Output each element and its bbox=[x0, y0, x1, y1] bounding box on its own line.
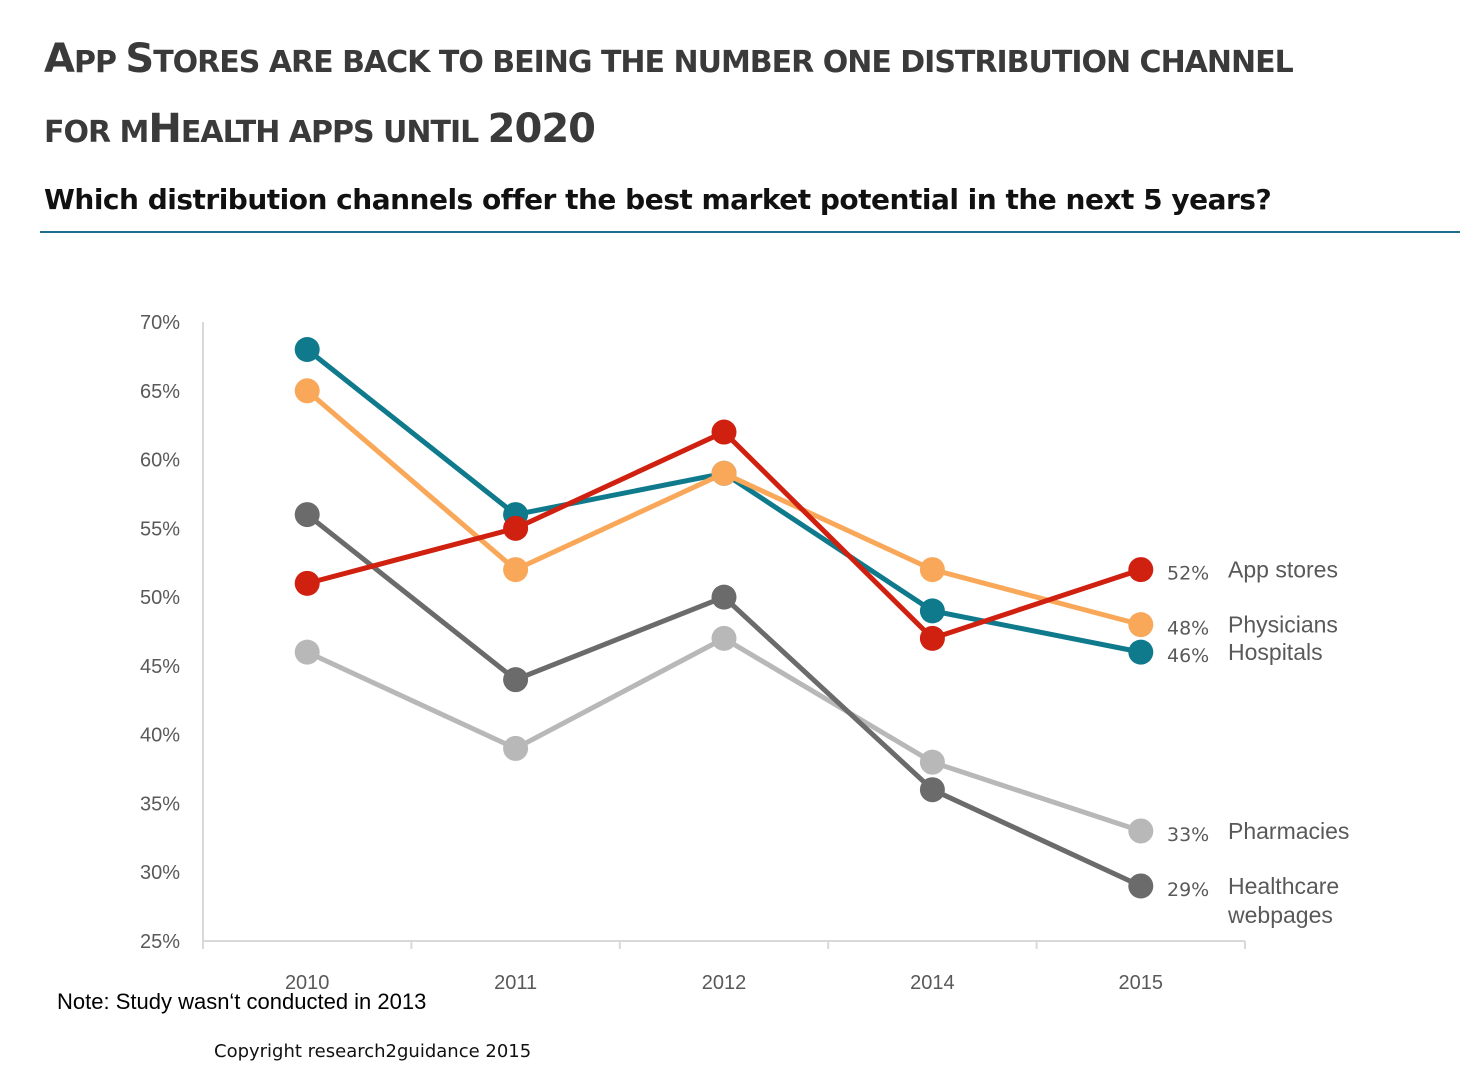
series-line bbox=[305, 512, 1142, 889]
data-point bbox=[711, 419, 737, 445]
data-point bbox=[1128, 639, 1154, 665]
series-end-value: 33% bbox=[1167, 824, 1209, 846]
series-pharmacies: 33% Pharmacies bbox=[294, 625, 1349, 846]
y-tick-label: 55% bbox=[140, 518, 180, 540]
x-tick-label: 2015 bbox=[1119, 972, 1164, 994]
data-point bbox=[503, 735, 529, 761]
series-healthcare-webpages: 29% Healthcare webpages bbox=[294, 502, 1339, 928]
copyright-text: Copyright research2guidance 2015 bbox=[214, 1041, 532, 1062]
data-point bbox=[294, 378, 320, 404]
footnote: Note: Study wasn‘t conducted in 2013 bbox=[57, 989, 427, 1014]
data-point bbox=[294, 337, 320, 363]
chart-subtitle: Which distribution channels offer the be… bbox=[44, 183, 1272, 216]
y-tick-label: 35% bbox=[140, 793, 180, 815]
series-name-label: Pharmacies bbox=[1228, 818, 1349, 844]
data-point bbox=[503, 557, 529, 583]
data-point bbox=[919, 557, 945, 583]
title-segment: EALTH APPS UNTIL bbox=[180, 115, 488, 150]
series-name-label: App stores bbox=[1228, 557, 1338, 583]
data-point bbox=[294, 570, 320, 596]
data-point bbox=[919, 749, 945, 775]
title-divider bbox=[40, 231, 1460, 233]
title-segment: A bbox=[44, 36, 75, 82]
title-segment: TORES ARE BACK TO BEING THE NUMBER ONE D… bbox=[153, 45, 1294, 80]
y-tick-label: 45% bbox=[140, 656, 180, 678]
data-point bbox=[711, 460, 737, 486]
data-point bbox=[294, 502, 320, 528]
x-tick-label: 2014 bbox=[910, 972, 955, 994]
series-end-value: 29% bbox=[1167, 879, 1209, 901]
title-segment: PP bbox=[73, 45, 126, 80]
series-end-value: 46% bbox=[1167, 645, 1209, 667]
x-tick-label: 2010 bbox=[285, 972, 330, 994]
series-app-stores: 52% App stores bbox=[294, 419, 1338, 651]
series-end-value: 48% bbox=[1167, 618, 1209, 640]
data-point bbox=[711, 625, 737, 651]
x-tick-label: 2011 bbox=[494, 972, 537, 994]
data-point bbox=[503, 515, 529, 541]
y-tick-label: 65% bbox=[140, 381, 180, 403]
title-line-1: APP STORES ARE BACK TO BEING THE NUMBER … bbox=[44, 28, 1464, 98]
series-physicians: 48% Physicians bbox=[294, 378, 1338, 640]
data-point bbox=[1128, 873, 1154, 899]
series-line bbox=[306, 635, 1142, 834]
series-end-value: 52% bbox=[1167, 563, 1209, 585]
title-segment: FOR M bbox=[44, 115, 149, 150]
y-tick-label: 50% bbox=[140, 587, 180, 609]
y-tick-label: 40% bbox=[140, 725, 180, 747]
y-tick-label: 30% bbox=[140, 862, 180, 884]
title-segment: S bbox=[125, 36, 154, 82]
series-name-label: Physicians bbox=[1228, 612, 1338, 638]
data-point bbox=[503, 667, 529, 693]
title-segment: 2020 bbox=[487, 106, 596, 152]
data-point bbox=[294, 639, 320, 665]
data-point bbox=[919, 625, 945, 651]
data-point bbox=[711, 584, 737, 610]
y-tick-label: 60% bbox=[140, 450, 180, 472]
x-tick-label: 2012 bbox=[702, 972, 747, 994]
y-tick-label: 70% bbox=[140, 312, 180, 334]
data-point bbox=[1128, 818, 1154, 844]
title-line-2: FOR MHEALTH APPS UNTIL 2020 bbox=[44, 98, 1464, 168]
page-title: APP STORES ARE BACK TO BEING THE NUMBER … bbox=[44, 28, 1464, 168]
data-point bbox=[1128, 557, 1154, 583]
series-name-label: webpages bbox=[1227, 902, 1333, 928]
series-name-label: Healthcare bbox=[1228, 873, 1339, 899]
title-segment: H bbox=[148, 106, 181, 152]
data-point bbox=[919, 598, 945, 624]
data-point bbox=[1128, 612, 1154, 638]
data-point bbox=[919, 777, 945, 803]
series-name-label: Hospitals bbox=[1228, 639, 1323, 665]
y-tick-label: 25% bbox=[140, 931, 180, 953]
